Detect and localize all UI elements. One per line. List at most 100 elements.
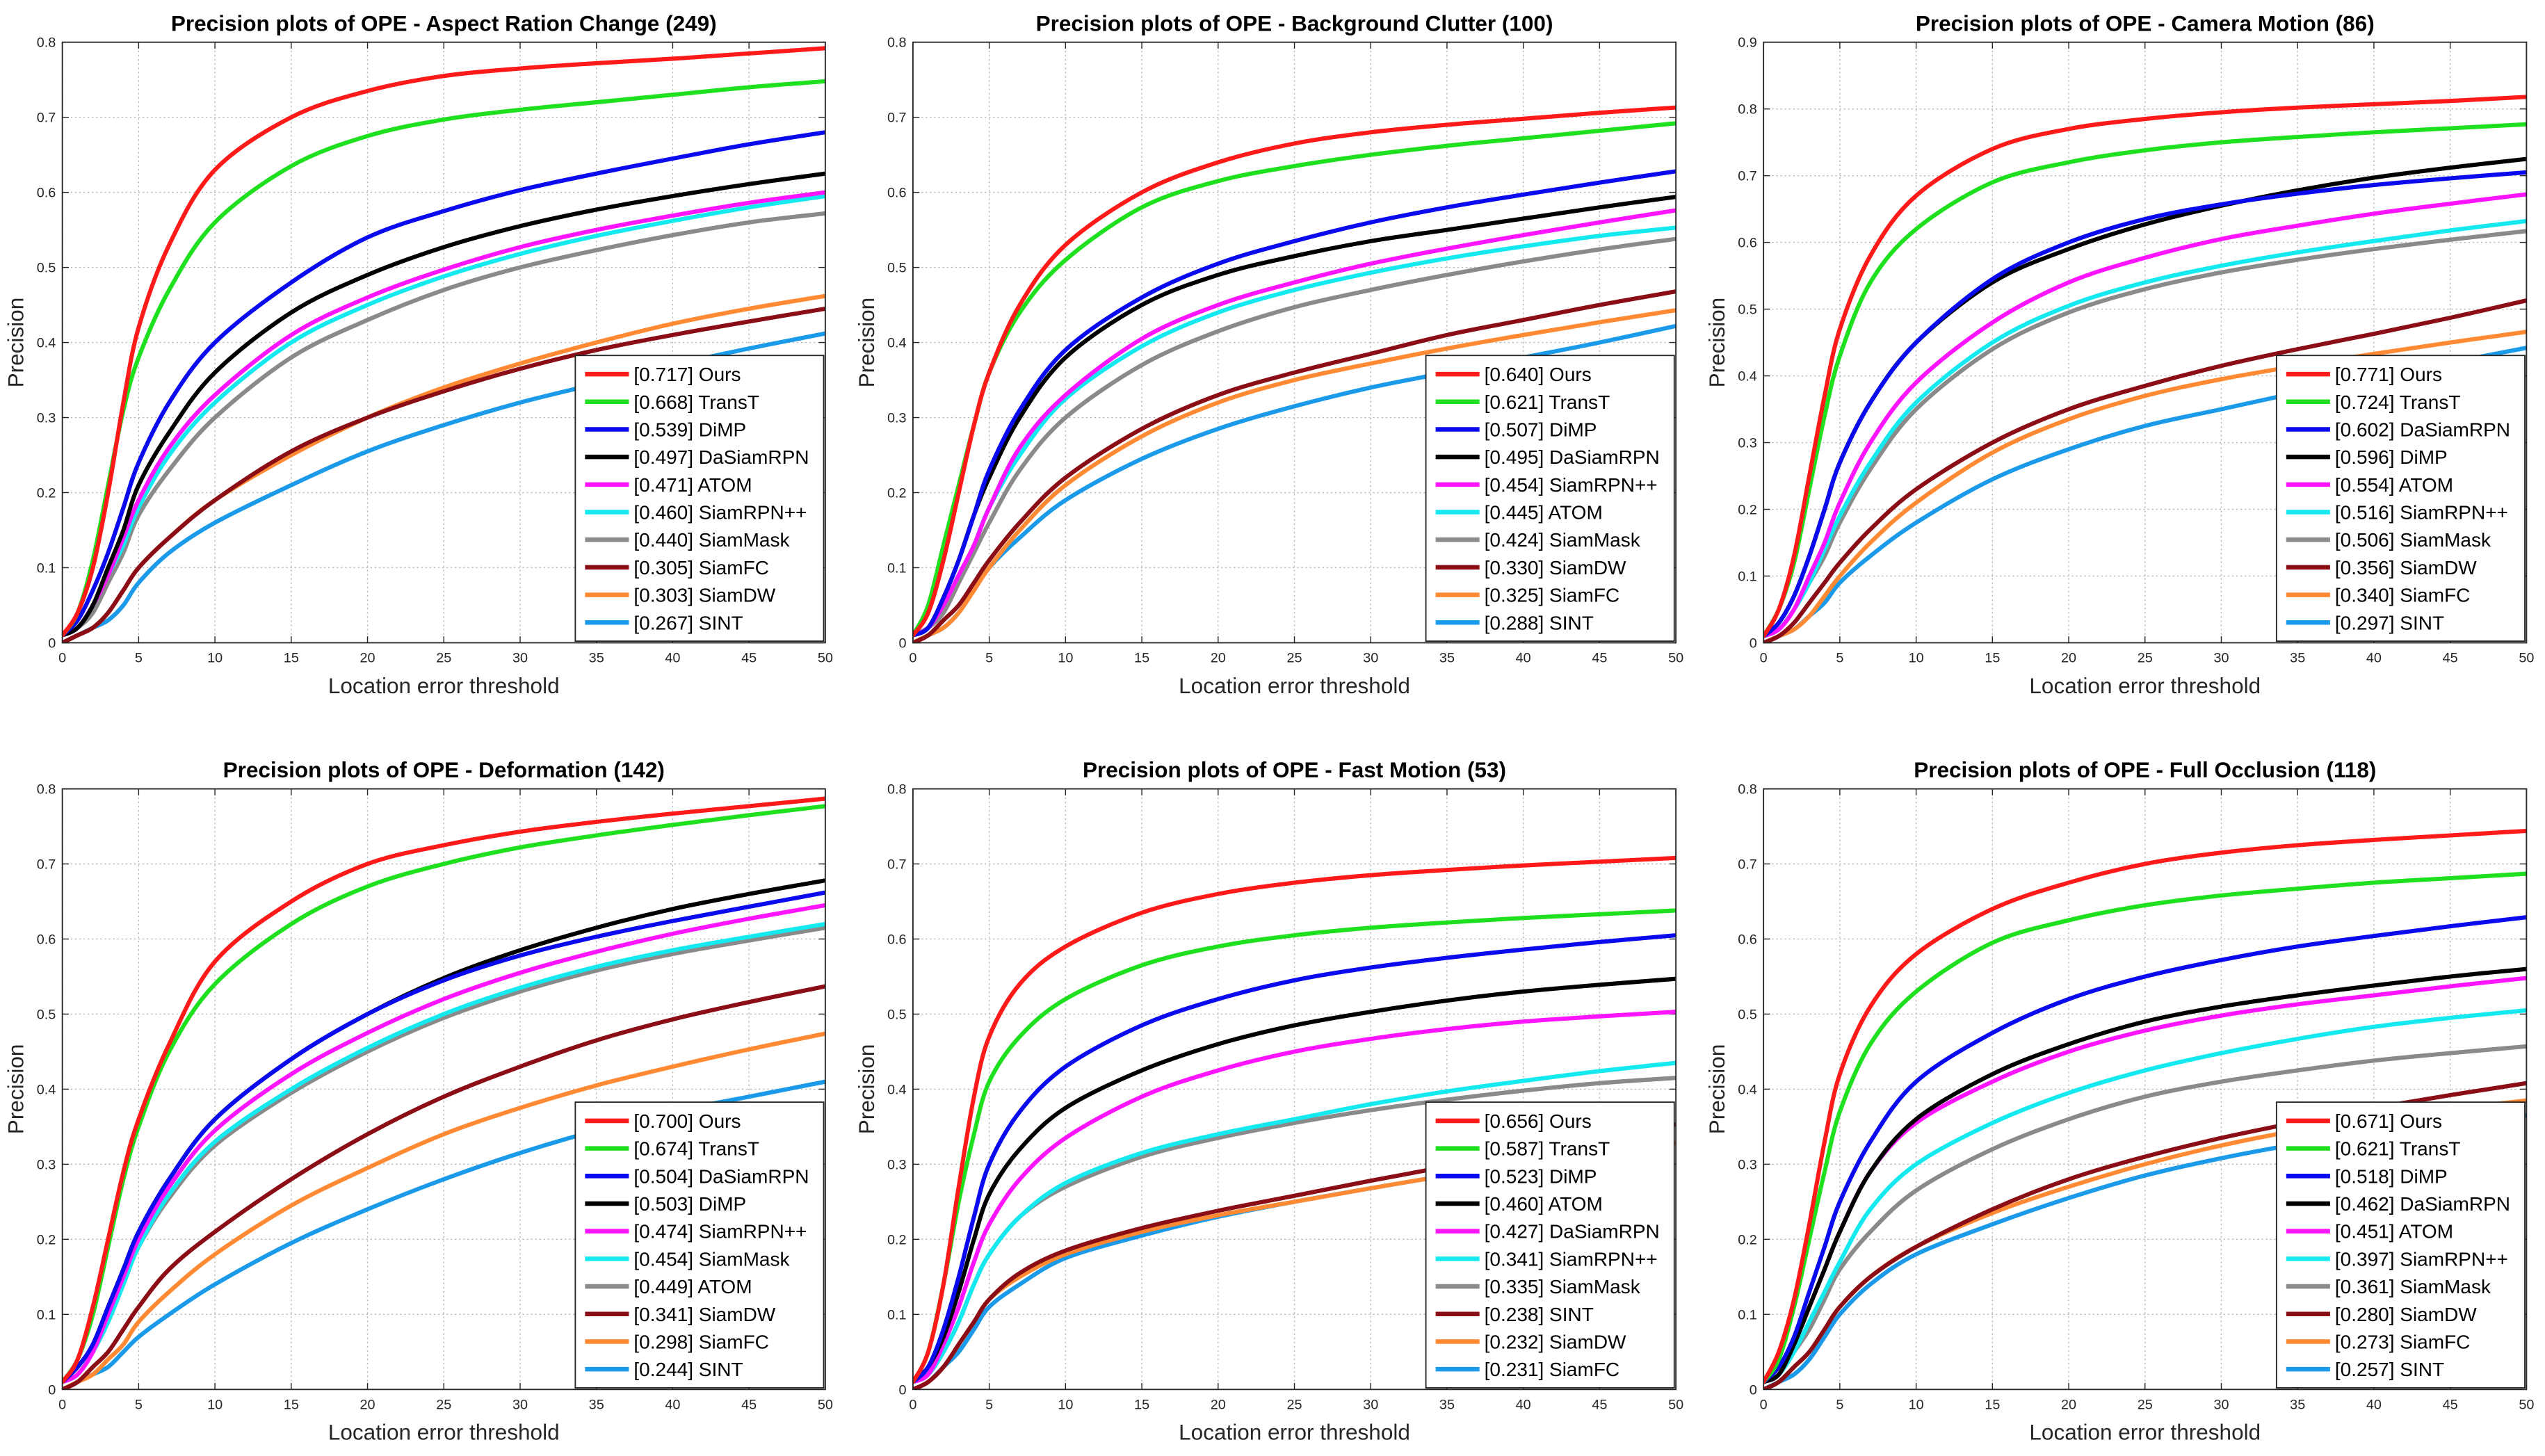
legend: [0.640] Ours [0.621] TransT [0.507] DiMP [0… [1425,355,1675,642]
y-tick-label: 0.3 [887,411,907,426]
x-tick-label: 25 [2138,650,2153,665]
series-line-siamrpn- [1763,218,2527,638]
x-tick-label: 40 [2366,1397,2382,1412]
y-tick-label: 0.6 [887,932,907,947]
series-line-dasiamrpn [62,890,825,1384]
x-tick-label: 40 [665,1397,680,1412]
x-axis-label: Location error threshold [1179,673,1410,698]
series-line-siamdw [912,289,1677,643]
y-tick-label: 0.3 [1738,436,1757,451]
legend-entry: [0.297] SINT [2335,612,2444,633]
axes-box [912,788,1677,1391]
legend-entry: [0.257] SINT [2335,1359,2444,1380]
legend-entry: [0.621] TransT [1485,391,1610,413]
x-tick-label: 50 [818,1397,833,1412]
series-line-ours [912,855,1677,1384]
legend-entry: [0.474] SiamRPN++ [633,1221,807,1243]
series-line-dimp [1763,915,2527,1384]
legend-entry: [0.288] SINT [1485,612,1594,633]
x-tick-label: 45 [741,650,757,665]
x-tick-label: 45 [1592,650,1607,665]
y-tick-label: 0.6 [887,186,907,201]
x-tick-label: 30 [1363,1397,1378,1412]
legend-entry: [0.325] SiamFC [1485,585,1620,606]
x-tick-label: 40 [2366,650,2382,665]
series-line-ours [62,46,825,638]
series-line-siammask [62,211,825,638]
x-tick-label: 50 [2519,650,2534,665]
series-line-atom [1763,192,2527,638]
y-axis-label: Precision [854,1044,879,1135]
series-line-siamrpn- [912,1060,1677,1384]
y-tick-label: 0.4 [1738,369,1757,385]
legend-entry: [0.445] ATOM [1485,502,1603,524]
series-line-ours [1763,95,2527,638]
series-line-siammask [62,921,825,1384]
legend-entry: [0.668] TransT [633,391,759,413]
y-tick-label: 0.7 [887,857,907,873]
y-axis-label: Precision [1704,1044,1729,1135]
x-tick-label: 10 [1058,1397,1073,1412]
legend-entry: [0.656] Ours [1485,1110,1592,1132]
y-axis-label: Precision [1704,298,1729,388]
x-tick-label: 25 [1286,1397,1302,1412]
y-tick-label: 0.5 [37,261,56,276]
x-tick-label: 40 [1516,650,1531,665]
x-tick-label: 10 [207,650,223,665]
y-tick-label: 0.8 [37,782,56,798]
legend-entry: [0.460] SiamRPN++ [633,502,807,524]
legend-entry: [0.449] ATOM [633,1276,752,1297]
y-tick-label: 0.3 [887,1157,907,1172]
x-tick-label: 15 [284,1397,299,1412]
y-tick-label: 0.3 [37,1157,56,1172]
series-line-dimp [912,933,1677,1384]
legend-entry: [0.518] DiMP [2335,1165,2448,1187]
x-tick-label: 15 [284,650,299,665]
legend-entry: [0.621] TransT [2335,1138,2461,1160]
x-tick-label: 45 [2443,1397,2458,1412]
legend-entry: [0.602] DaSiamRPN [2335,419,2510,440]
series-line-dasiamrpn [62,171,825,638]
x-tick-label: 0 [58,650,66,665]
x-tick-label: 10 [1909,650,1924,665]
x-axis-label: Location error threshold [328,673,560,698]
y-tick-label: 0.5 [1738,1007,1757,1022]
y-tick-label: 0.7 [1738,169,1757,184]
legend-entry: [0.298] SiamFC [633,1331,769,1352]
series-line-dimp [62,130,825,638]
legend-entry: [0.523] DiMP [1485,1165,1597,1187]
chart-title: Precision plots of OPE - Full Occlusion … [1914,757,2376,782]
x-tick-label: 25 [1286,650,1302,665]
legend-entry: [0.671] Ours [2335,1110,2442,1132]
x-axis-label: Location error threshold [328,1420,560,1445]
axes-box [1763,788,2528,1391]
x-tick-label: 25 [436,1397,451,1412]
y-axis-label: Precision [3,1044,29,1135]
series-line-siammask [912,236,1677,638]
y-tick-label: 0.8 [1738,102,1757,118]
legend: [0.700] Ours [0.674] TransT [0.504] DaSiam… [574,1101,825,1389]
x-tick-label: 30 [2213,650,2229,665]
y-tick-label: 0.1 [1738,569,1757,584]
x-tick-label: 15 [1985,650,2000,665]
x-tick-label: 20 [2061,1397,2076,1412]
series-line-siamrpn- [62,903,825,1384]
x-tick-label: 30 [2213,1397,2229,1412]
series-line-ours [1763,828,2527,1384]
y-axis-label: Precision [3,298,29,388]
legend-entry: [0.335] SiamMask [1485,1276,1641,1297]
chart-title: Precision plots of OPE - Deformation (14… [223,757,665,782]
x-tick-label: 5 [135,1397,143,1412]
x-tick-label: 50 [2519,1397,2534,1412]
legend-entry: [0.232] SiamDW [1485,1331,1626,1352]
chart-title: Precision plots of OPE - Fast Motion (53… [1083,757,1506,782]
x-tick-label: 35 [1439,1397,1455,1412]
y-tick-label: 0.4 [887,336,907,351]
series-line-siamrpn- [1763,1008,2527,1384]
legend: [0.671] Ours [0.621] TransT [0.518] DiMP [0… [2275,1101,2526,1389]
y-tick-label: 0.7 [887,111,907,126]
x-tick-label: 20 [1211,650,1226,665]
x-tick-label: 35 [589,650,604,665]
x-tick-label: 5 [1836,1397,1843,1412]
x-tick-label: 20 [1211,1397,1226,1412]
